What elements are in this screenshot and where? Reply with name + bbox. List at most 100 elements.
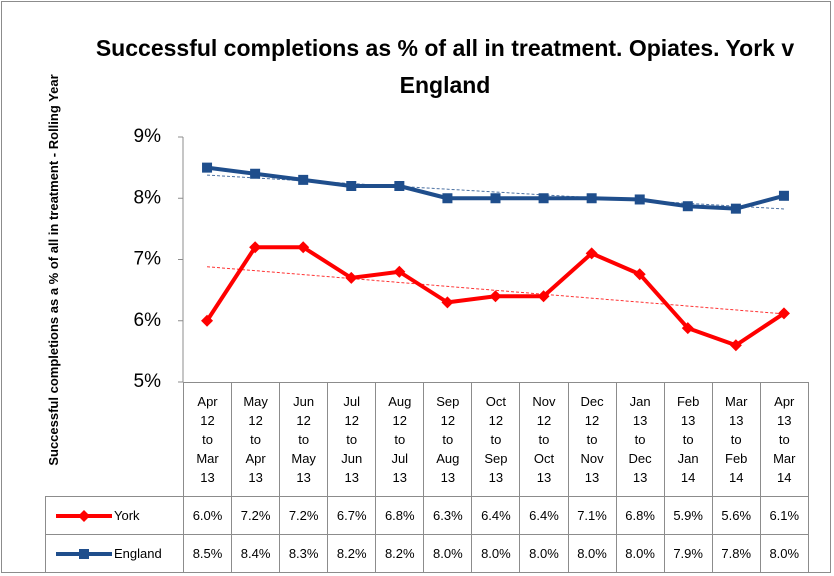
legend-cell: York: [45, 496, 184, 535]
x-tick-label: Nov 12 to Oct 13: [532, 394, 556, 485]
value-cell: 8.3%: [279, 534, 329, 573]
value-cell: 5.9%: [663, 496, 713, 535]
y-tick-label: 9%: [134, 126, 162, 147]
x-tick-label: Oct 12 to Sep 13: [484, 394, 508, 485]
marker: [202, 162, 213, 173]
value-cell: 8.0%: [423, 534, 473, 573]
marker: [538, 193, 549, 204]
value-cell: 7.9%: [663, 534, 713, 573]
value-cell: 8.0%: [759, 534, 809, 573]
marker: [78, 510, 90, 523]
marker: [730, 203, 741, 214]
x-tick-label: Apr 13 to Mar 14: [773, 394, 796, 485]
marker: [442, 193, 453, 204]
marker: [79, 549, 89, 560]
marker: [729, 339, 742, 352]
value-cell: 8.0%: [615, 534, 665, 573]
x-tick-label: Jun 12 to May 13: [291, 394, 316, 485]
trendline: [206, 266, 785, 315]
x-tick-label: Apr 12 to Mar 13: [196, 394, 219, 485]
table-corner: [45, 382, 184, 497]
x-tick-label: May 12 to Apr 13: [243, 394, 268, 485]
legend-cell: England: [45, 534, 184, 573]
table-row: York 6.0% 7.2% 7.2% 6.7% 6.8% 6.3% 6.4% 6.4% 7.1%…: [45, 496, 809, 535]
value-cell: 6.0%: [182, 496, 233, 535]
x-tick-label: Sep 12 to Aug 13: [436, 394, 460, 485]
value-cell: 6.4%: [519, 496, 569, 535]
legend-label: York: [114, 508, 140, 524]
legend-label: England: [114, 546, 162, 562]
x-tick-label: Jan 13 to Dec 13: [628, 394, 652, 485]
category-cell: Apr 12 to Mar 13: [182, 382, 233, 497]
value-cell: 8.5%: [182, 534, 233, 573]
value-cell: 8.4%: [231, 534, 281, 573]
marker: [345, 271, 358, 284]
category-cell: Aug 12 to Jul 13: [375, 382, 425, 497]
x-tick-label: Jul 12 to Jun 13: [341, 394, 363, 485]
marker: [394, 181, 405, 191]
value-cell: 6.8%: [615, 496, 665, 535]
value-cell: 8.0%: [471, 534, 521, 573]
marker: [585, 247, 598, 260]
marker: [682, 201, 693, 212]
x-tick-label: Aug 12 to Jul 13: [388, 394, 412, 485]
x-tick-label: Feb 13 to Jan 14: [676, 394, 700, 485]
category-cell: Mar 13 to Feb 14: [711, 382, 761, 497]
marker: [490, 193, 501, 204]
category-cell: Feb 13 to Jan 14: [663, 382, 713, 497]
value-cell: 7.2%: [231, 496, 281, 535]
data-table: Apr 12 to Mar 13 May 12 to Apr 13 Jun 12 t…: [45, 382, 809, 573]
category-cell: Nov 12 to Oct 13: [519, 382, 569, 497]
marker: [250, 168, 261, 179]
category-cell: Dec 12 to Nov 13: [567, 382, 617, 497]
marker: [586, 193, 597, 204]
category-cell: Oct 12 to Sep 13: [471, 382, 521, 497]
y-tick-label: 6%: [134, 310, 162, 331]
value-cell: 5.6%: [711, 496, 761, 535]
marker: [297, 241, 310, 254]
value-cell: 6.1%: [759, 496, 809, 535]
marker: [537, 290, 550, 303]
category-cell: Jul 12 to Jun 13: [327, 382, 377, 497]
value-cell: 6.3%: [423, 496, 473, 535]
y-tick-label: 8%: [134, 187, 162, 208]
legend-swatch: [56, 510, 112, 523]
y-tick-label: 7%: [134, 249, 162, 270]
marker: [633, 268, 646, 281]
value-cell: 8.2%: [327, 534, 377, 573]
value-cell: 8.0%: [567, 534, 617, 573]
category-cell: Apr 13 to Mar 14: [759, 382, 809, 497]
value-cell: 6.7%: [327, 496, 377, 535]
category-cell: Jan 13 to Dec 13: [615, 382, 665, 497]
value-cell: 7.8%: [711, 534, 761, 573]
value-cell: 8.0%: [519, 534, 569, 573]
category-cell: Jun 12 to May 13: [279, 382, 329, 497]
marker: [393, 265, 406, 278]
marker: [778, 190, 789, 201]
x-tick-label: Dec 12 to Nov 13: [580, 394, 604, 485]
marker: [441, 296, 454, 309]
marker: [634, 194, 645, 205]
value-cell: 7.2%: [279, 496, 329, 535]
value-cell: 8.2%: [375, 534, 425, 573]
category-cell: Sep 12 to Aug 13: [423, 382, 473, 497]
legend-swatch: [56, 549, 112, 560]
x-tick-label: Mar 13 to Feb 14: [725, 394, 748, 485]
marker: [777, 307, 790, 320]
table-row: England 8.5% 8.4% 8.3% 8.2% 8.2% 8.0% 8.0% 8.0% 8…: [45, 534, 809, 573]
value-cell: 7.1%: [567, 496, 617, 535]
marker: [298, 174, 309, 185]
marker: [201, 314, 214, 327]
category-cell: May 12 to Apr 13: [231, 382, 281, 497]
table-header-row: Apr 12 to Mar 13 May 12 to Apr 13 Jun 12 t…: [45, 382, 809, 497]
marker: [489, 290, 502, 303]
chart-title: Successful completions as % of all in tr…: [95, 35, 795, 98]
value-cell: 6.8%: [375, 496, 425, 535]
marker: [346, 181, 357, 191]
marker: [249, 241, 262, 254]
marker: [681, 322, 694, 335]
value-cell: 6.4%: [471, 496, 521, 535]
